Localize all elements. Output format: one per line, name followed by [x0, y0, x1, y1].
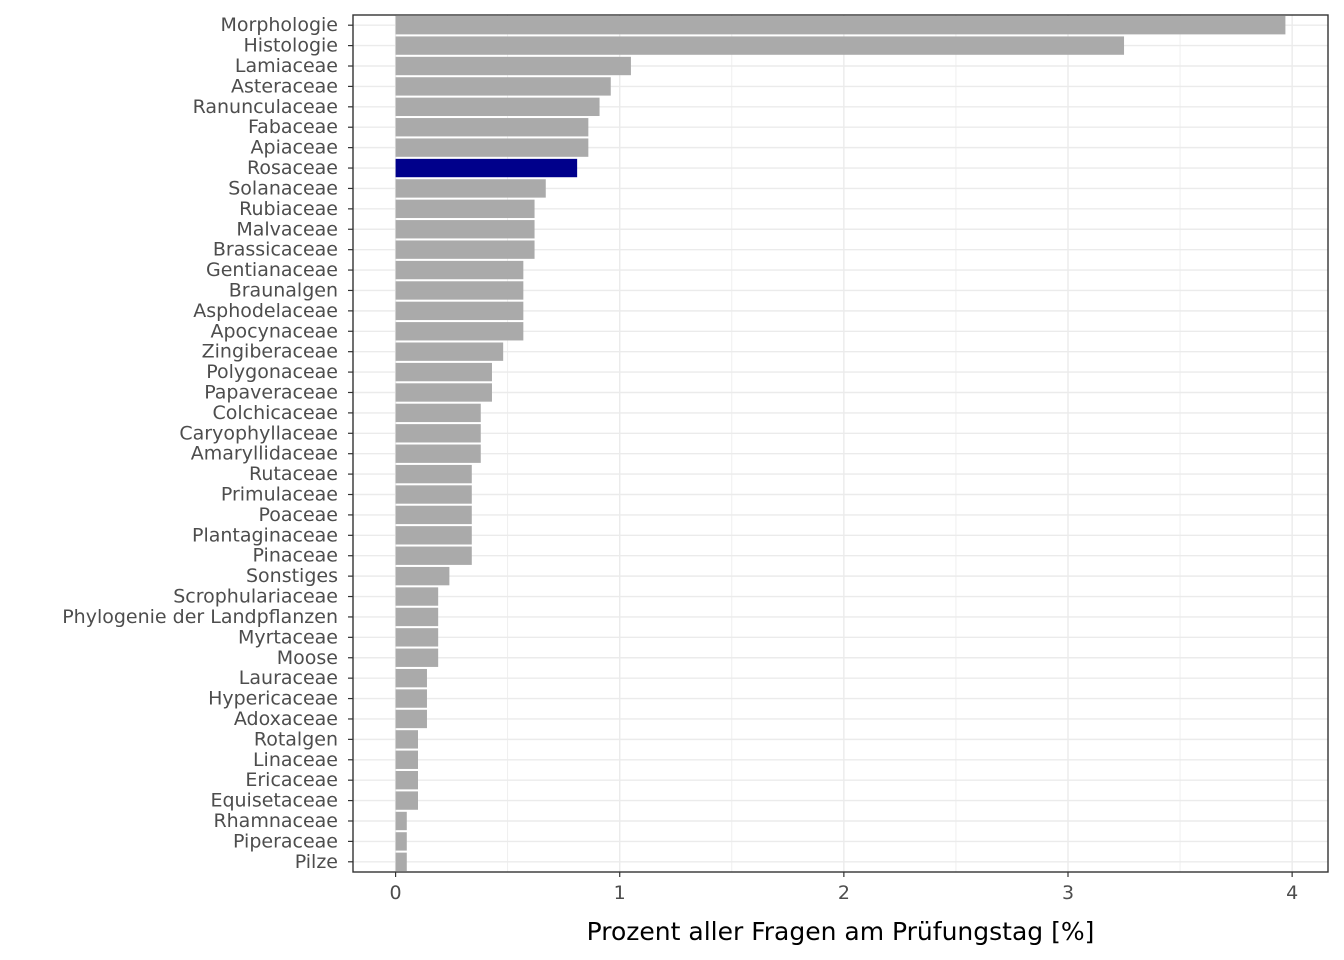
category-label: Poaceae — [258, 504, 338, 526]
bar — [395, 628, 439, 647]
category-label: Braunalgen — [229, 279, 338, 301]
category-label: Caryophyllaceae — [179, 422, 338, 444]
x-axis-ticks: 0 1 2 3 4 — [390, 872, 1298, 904]
bar — [395, 199, 535, 219]
category-label: Scrophulariaceae — [173, 586, 338, 608]
bar — [395, 750, 418, 769]
category-label: Rubiaceae — [239, 198, 338, 220]
bar — [395, 607, 439, 627]
category-label: Rosaceae — [247, 157, 338, 179]
bar — [395, 424, 481, 443]
category-label: Piperaceae — [233, 830, 338, 852]
category-label: Gentianaceae — [206, 259, 338, 281]
category-label: Equisetaceae — [210, 790, 338, 812]
bar — [395, 526, 472, 545]
x-tick-label: 1 — [614, 882, 626, 904]
bar — [395, 403, 481, 423]
category-label: Plantaginaceae — [192, 524, 338, 546]
category-label: Ranunculaceae — [193, 96, 338, 118]
category-label: Zingiberaceae — [202, 341, 338, 363]
bar — [395, 668, 427, 688]
category-label: Rhamnaceae — [213, 810, 338, 832]
bar — [395, 179, 546, 198]
bar — [395, 770, 418, 790]
bar — [395, 240, 535, 259]
category-label: Amaryllidaceae — [191, 443, 338, 465]
bar — [395, 546, 472, 565]
x-tick-label: 0 — [390, 882, 402, 904]
category-label: Asteraceae — [231, 75, 338, 97]
bar — [395, 158, 578, 178]
bar — [395, 118, 589, 137]
category-label: Brassicaceae — [213, 239, 338, 261]
bar — [395, 16, 1286, 35]
bar — [395, 281, 524, 300]
bar — [395, 383, 492, 402]
bar — [395, 77, 611, 96]
bar — [395, 505, 472, 525]
panel-border — [352, 14, 1329, 873]
bar — [395, 587, 439, 606]
category-label: Ericaceae — [245, 769, 338, 791]
bar — [395, 464, 472, 484]
bar — [395, 97, 600, 117]
bar — [395, 811, 407, 831]
bar — [395, 56, 631, 76]
category-label: Sonstiges — [246, 565, 338, 587]
bar — [395, 36, 1125, 55]
category-label: Hypericaceae — [208, 688, 338, 710]
bar — [395, 485, 472, 504]
x-tick-label: 2 — [838, 882, 850, 904]
category-label: Primulaceae — [221, 484, 338, 506]
category-label: Lamiaceae — [235, 55, 338, 77]
category-label: Phylogenie der Landpflanzen — [62, 606, 338, 628]
category-label: Apiaceae — [251, 137, 338, 159]
bar — [395, 730, 418, 749]
x-tick-label: 4 — [1286, 882, 1298, 904]
bar — [395, 791, 418, 810]
bar — [395, 301, 524, 321]
bar — [395, 689, 427, 708]
category-label: Moose — [277, 647, 338, 669]
bars — [395, 16, 1286, 871]
bar — [395, 260, 524, 280]
bar — [395, 322, 524, 341]
category-label: Papaveraceae — [204, 381, 338, 403]
bar — [395, 220, 535, 239]
category-label: Lauraceae — [239, 667, 338, 689]
bar — [395, 648, 439, 667]
bar — [395, 342, 504, 361]
category-label: Solanaceae — [228, 177, 338, 199]
x-tick-label: 3 — [1062, 882, 1074, 904]
category-labels: MorphologieHistologieLamiaceaeAsteraceae… — [62, 14, 353, 873]
category-label: Polygonaceae — [206, 361, 338, 383]
category-label: Myrtaceae — [238, 626, 338, 648]
category-label: Pinaceae — [253, 545, 338, 567]
bar — [395, 709, 427, 729]
category-label: Linaceae — [253, 749, 338, 771]
bar — [395, 852, 407, 871]
category-label: Histologie — [244, 35, 338, 57]
bar — [395, 138, 589, 157]
category-label: Apocynaceae — [210, 320, 338, 342]
bar — [395, 566, 450, 586]
x-axis-title: Prozent aller Fragen am Prüfungstag [%] — [587, 917, 1095, 946]
category-label: Rutaceae — [249, 463, 338, 485]
category-label: Adoxaceae — [234, 708, 338, 730]
category-label: Rotalgen — [254, 728, 338, 750]
bar — [395, 362, 492, 382]
bar — [395, 444, 481, 463]
category-label: Fabaceae — [248, 116, 338, 138]
category-label: Malvaceae — [236, 218, 338, 240]
category-label: Colchicaceae — [213, 402, 339, 424]
bar — [395, 832, 407, 851]
category-label: Pilze — [295, 851, 338, 873]
category-label: Morphologie — [221, 14, 339, 36]
category-label: Asphodelaceae — [193, 300, 338, 322]
